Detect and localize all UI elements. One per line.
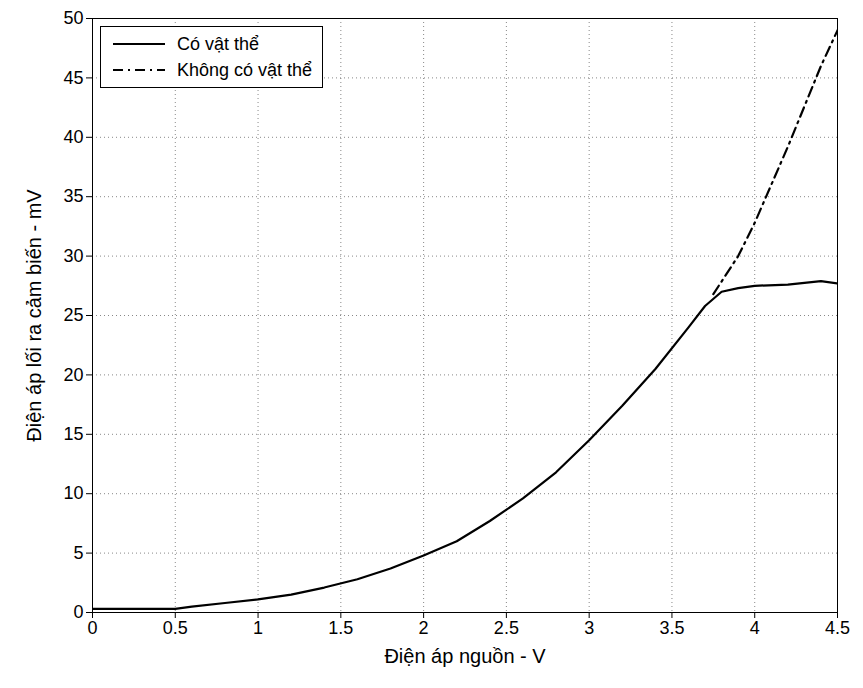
html-text:Có vật thể: Có vật thể [177,33,259,54]
svg-text:15: 15 [63,424,83,444]
svg-text:0: 0 [87,618,97,638]
svg-text:4.5: 4.5 [825,618,850,638]
svg-text:0: 0 [73,602,83,622]
svg-text:30: 30 [63,246,83,266]
svg-text:4: 4 [750,618,760,638]
svg-text:25: 25 [63,305,83,325]
svg-text:2: 2 [419,618,429,638]
svg-text:5: 5 [73,543,83,563]
html-text:Không có vật thể: Không có vật thể [177,59,313,80]
svg-text:10: 10 [63,483,83,503]
svg-text:20: 20 [63,365,83,385]
svg-text:3: 3 [584,618,594,638]
svg-text:40: 40 [63,127,83,147]
svg-text:50: 50 [63,8,83,28]
svg-text:Điện áp nguồn - V: Điện áp nguồn - V [384,645,546,667]
svg-text:35: 35 [63,186,83,206]
svg-text:Điện áp lối ra cảm biến - mV: Điện áp lối ra cảm biến - mV [23,189,45,442]
svg-text:3.5: 3.5 [659,618,684,638]
svg-text:45: 45 [63,68,83,88]
svg-text:0.5: 0.5 [163,618,188,638]
svg-text:1: 1 [253,618,263,638]
svg-text:1.5: 1.5 [328,618,353,638]
svg-text:2.5: 2.5 [494,618,519,638]
